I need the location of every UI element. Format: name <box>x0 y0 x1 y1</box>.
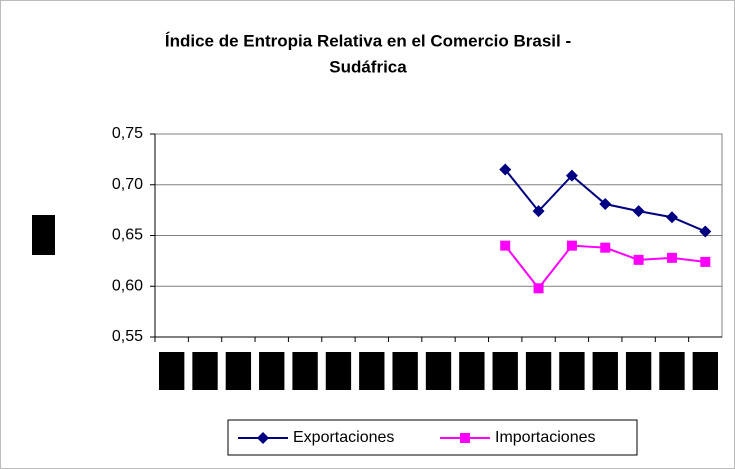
y-tick-label: 0,65 <box>112 227 143 244</box>
y-tick-label: 0,55 <box>112 328 143 345</box>
data-point <box>633 254 644 265</box>
redacted-category <box>425 352 452 390</box>
data-point <box>599 198 612 211</box>
redacted-category <box>392 352 418 390</box>
data-point <box>499 163 512 176</box>
data-point <box>566 240 577 251</box>
data-point <box>532 205 545 218</box>
redacted-category <box>525 352 552 390</box>
redacted-category <box>459 352 485 390</box>
legend-marker <box>257 432 269 444</box>
redacted-category <box>292 352 318 390</box>
redacted-axis-title <box>32 215 55 255</box>
data-point <box>665 211 678 224</box>
data-point <box>565 169 578 182</box>
redacted-category <box>325 352 352 390</box>
redacted-category <box>225 352 252 390</box>
y-tick-label: 0,70 <box>112 176 143 193</box>
data-point <box>699 225 712 238</box>
data-point <box>600 242 611 253</box>
chart-title: Sudáfrica <box>329 57 407 76</box>
data-point <box>500 240 511 251</box>
data-point <box>666 252 677 263</box>
redacted-category <box>492 352 518 390</box>
redacted-category <box>559 352 585 390</box>
redacted-category <box>359 352 385 390</box>
legend-label: Importaciones <box>495 429 596 446</box>
redacted-category <box>259 352 285 390</box>
redacted-category <box>659 352 685 390</box>
redacted-category <box>159 352 185 390</box>
redacted-category <box>592 352 618 390</box>
data-point <box>632 205 645 218</box>
redacted-category <box>192 352 218 390</box>
legend-label: Exportaciones <box>293 429 394 446</box>
data-point <box>533 283 544 294</box>
legend <box>227 419 638 456</box>
y-tick-label: 0,60 <box>112 277 143 294</box>
chart-title: Índice de Entropia Relativa en el Comerc… <box>165 31 571 50</box>
redacted-category <box>625 352 652 390</box>
y-tick-label: 0,75 <box>112 125 143 142</box>
data-point <box>700 256 711 267</box>
legend-marker <box>460 433 470 443</box>
redacted-category <box>692 352 718 390</box>
